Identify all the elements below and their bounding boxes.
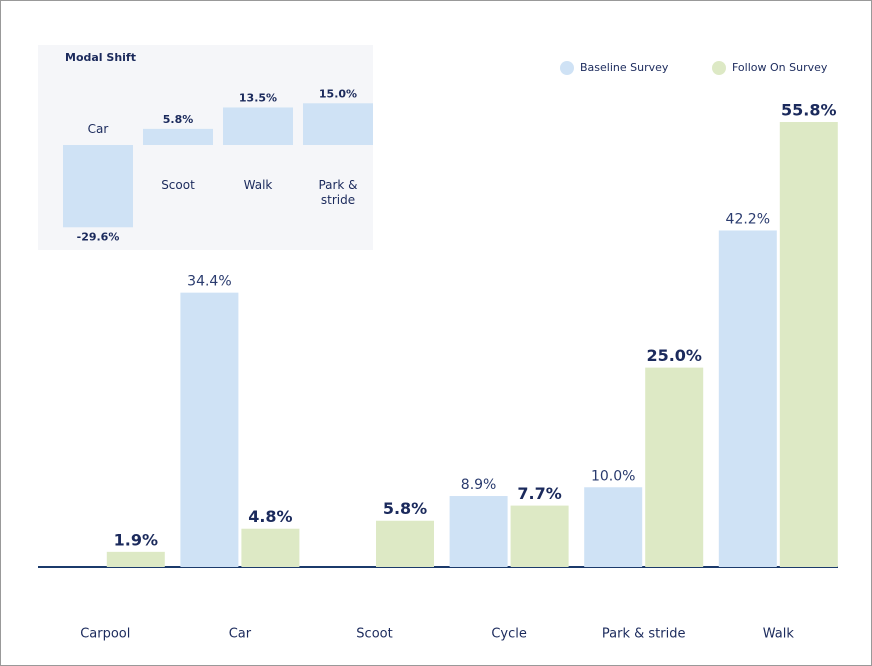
value-label: 25.0% [646, 346, 702, 365]
inset-category-label: Scoot [161, 178, 195, 192]
legend-swatch [560, 61, 574, 75]
inset-bar [63, 145, 133, 228]
bar [510, 505, 569, 567]
legend-swatch [712, 61, 726, 75]
inset-bar [143, 128, 213, 145]
bar [779, 122, 838, 567]
x-tick-label: Walk [763, 627, 795, 642]
value-label: 10.0% [591, 468, 635, 484]
inset-value-label: 13.5% [239, 91, 277, 104]
bar [584, 487, 643, 567]
inset-bar [303, 103, 373, 145]
inset-value-label: 5.8% [163, 113, 194, 126]
x-tick-label: Park & stride [602, 627, 686, 642]
value-label: 42.2% [726, 211, 770, 227]
value-label: 34.4% [187, 274, 231, 290]
x-tick-label: Carpool [80, 627, 130, 642]
bar [645, 367, 704, 567]
value-label: 5.8% [383, 499, 427, 518]
value-label: 4.8% [248, 507, 292, 526]
inset-bar [223, 107, 293, 145]
value-label: 7.7% [517, 484, 561, 503]
value-label: 55.8% [781, 101, 837, 120]
inset-value-label: 15.0% [319, 87, 357, 100]
value-label: 1.9% [114, 530, 158, 549]
legend-label: Follow On Survey [732, 61, 828, 74]
bar [106, 551, 165, 567]
x-tick-label: Scoot [356, 627, 392, 642]
bar [241, 528, 300, 567]
legend-label: Baseline Survey [580, 61, 669, 74]
inset-title: Modal Shift [65, 51, 136, 64]
bar [718, 230, 777, 567]
bar [376, 520, 434, 567]
inset-value-label: -29.6% [77, 230, 120, 243]
bar [180, 292, 239, 567]
inset-category-label: Car [87, 122, 109, 136]
value-label: 8.9% [461, 477, 497, 493]
inset-category-label: Walk [243, 178, 273, 192]
inset-category-label: Park & stride [318, 178, 358, 207]
x-tick-label: Cycle [491, 627, 527, 642]
bar [449, 496, 508, 567]
x-tick-label: Car [229, 627, 252, 642]
